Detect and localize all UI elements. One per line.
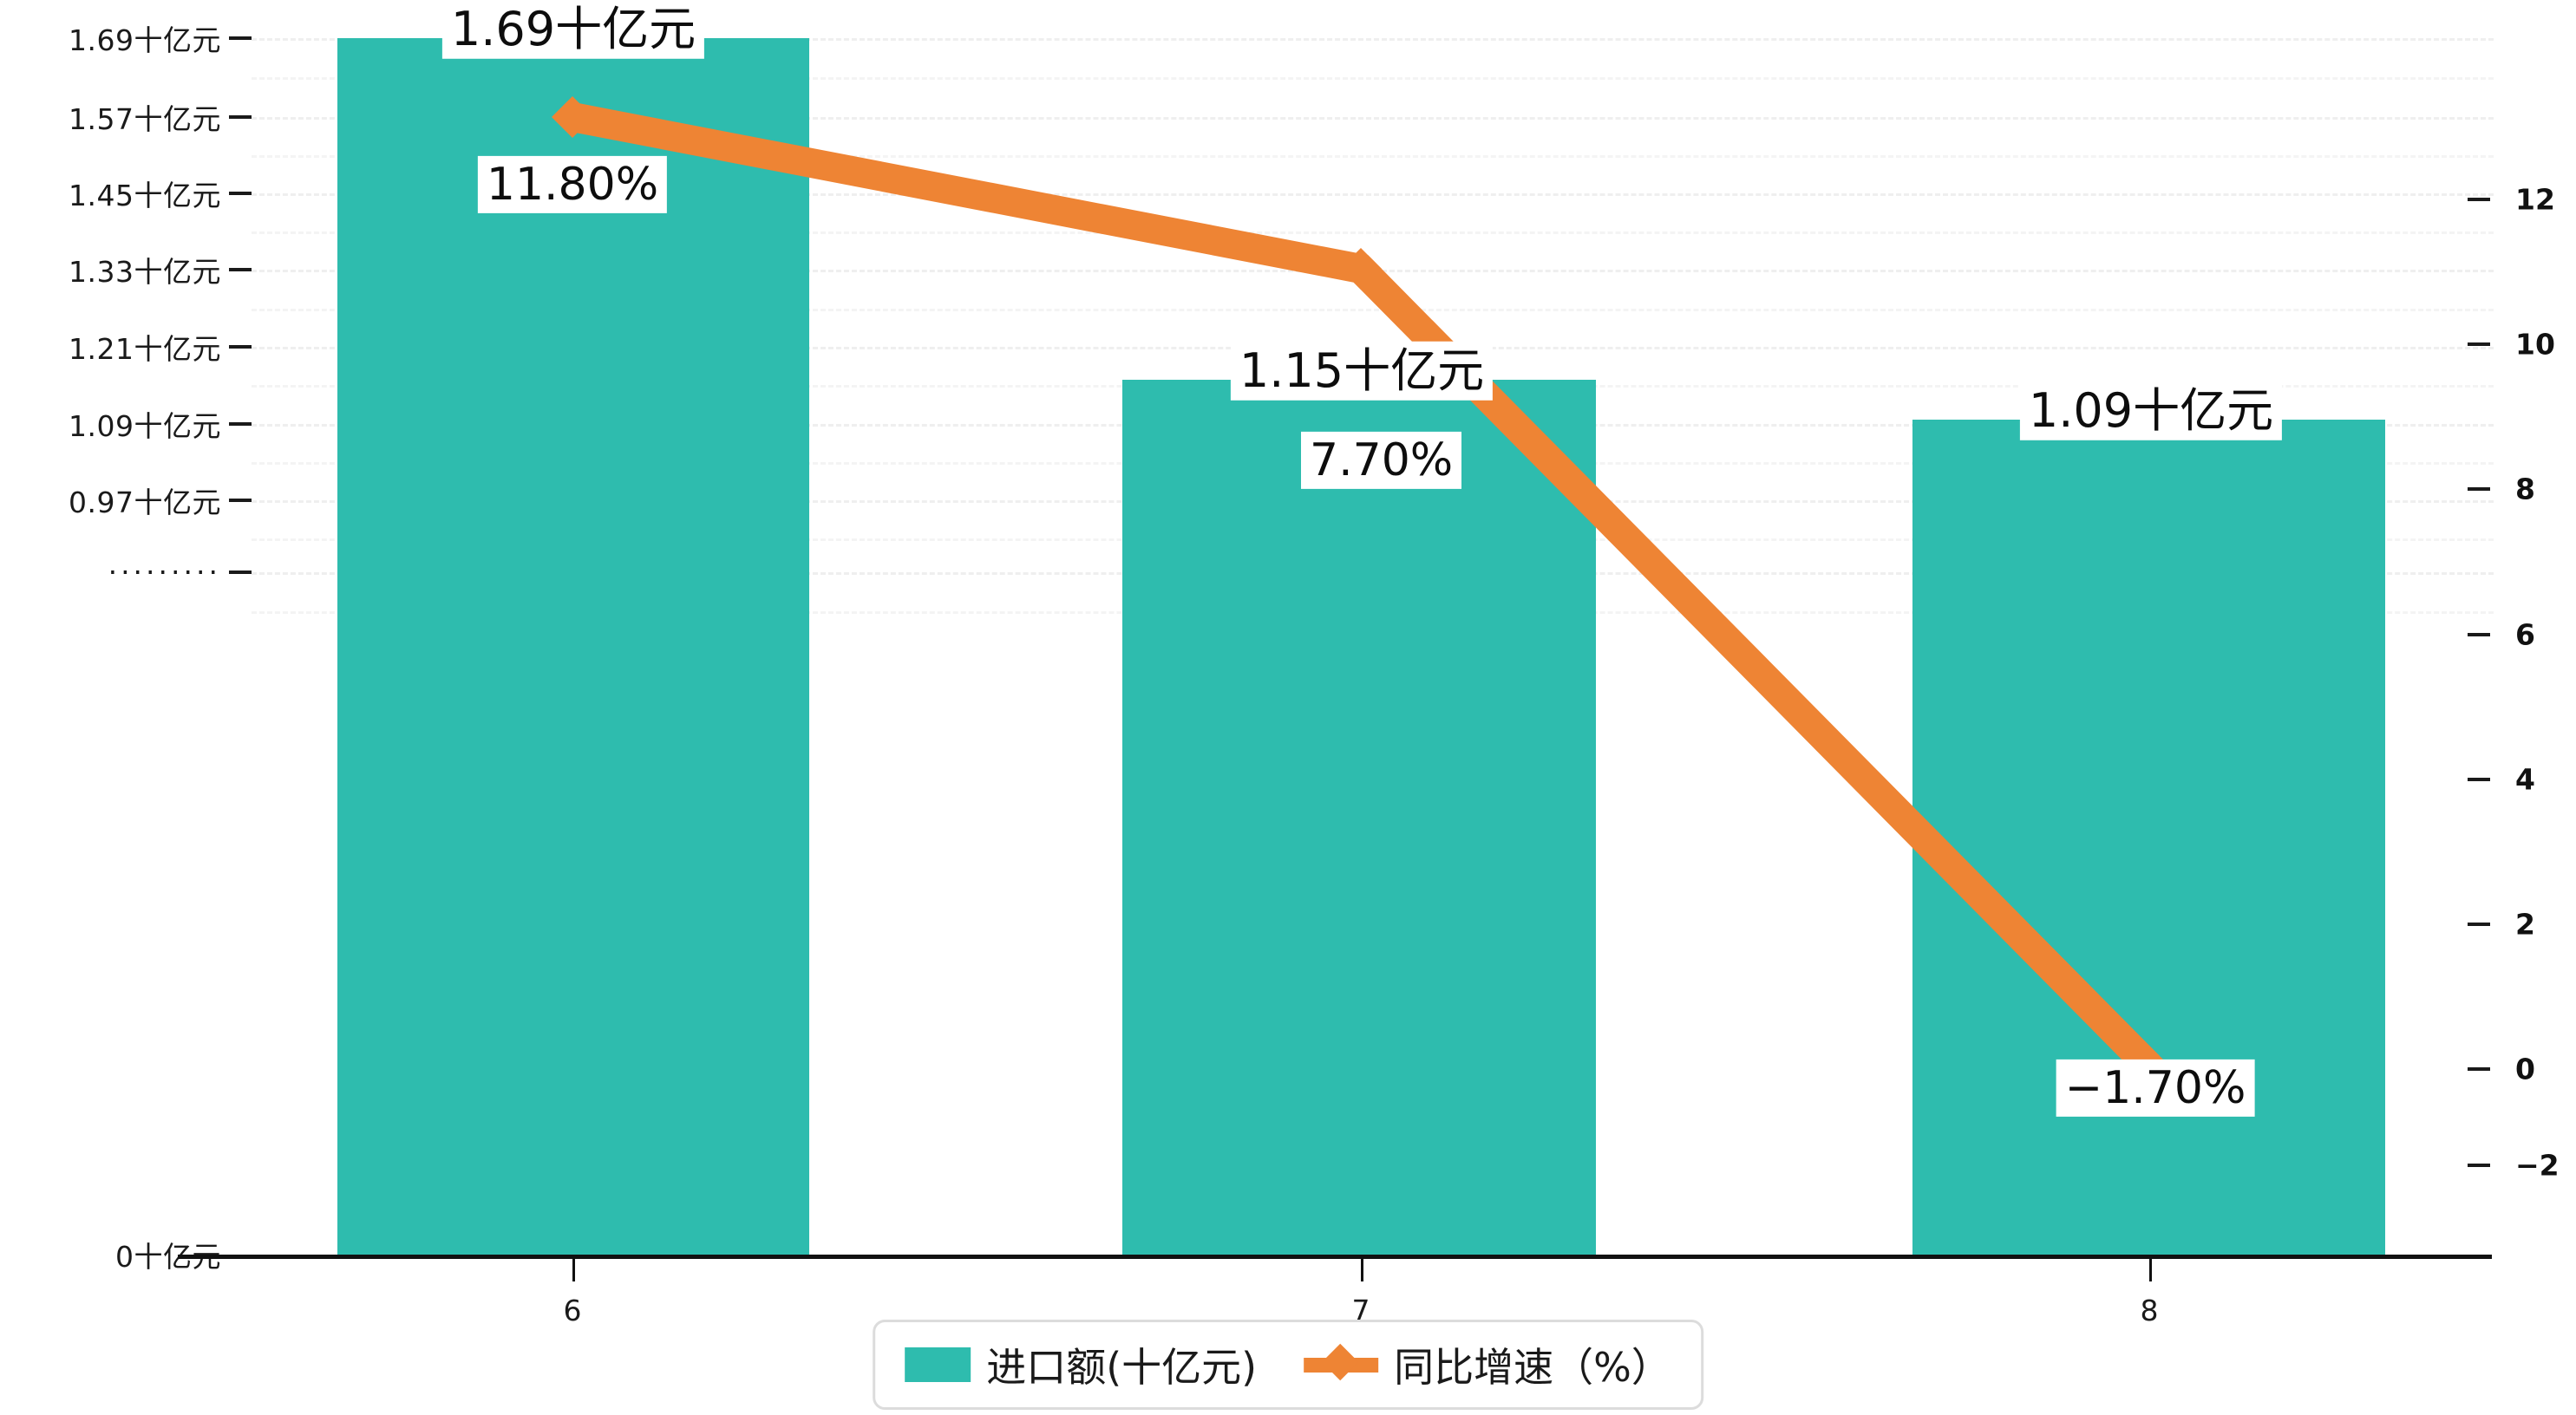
y-axis-right-label: 12 (2515, 182, 2555, 217)
y-axis-right-label: 8 (2515, 472, 2535, 506)
y-axis-left-label: 1.33十亿元 (69, 255, 221, 289)
y-axis-left-label: 0.97十亿元 (69, 486, 221, 519)
y-tick-right (2468, 923, 2490, 926)
y-axis-right-label: 4 (2515, 762, 2535, 797)
y-tick-right (2468, 1164, 2490, 1167)
legend-line-diamond-icon (1304, 1347, 1379, 1382)
y-axis-left-label: 1.57十亿元 (69, 102, 221, 136)
growth-value-label-6: 11.80% (477, 155, 668, 214)
y-tick-right (2468, 342, 2490, 346)
y-tick-left (229, 192, 252, 195)
bar-value-label-6: 1.69十亿元 (441, 0, 705, 60)
legend-item-import-value[interactable]: 进口额(十亿元) (905, 1336, 1257, 1393)
legend-label-growth-rate: 同比增速（%） (1394, 1344, 1671, 1391)
y-tick-left (229, 268, 252, 271)
growth-value-label-7: 7.70% (1301, 431, 1462, 490)
chart-legend: 进口额(十亿元) 同比增速（%） (873, 1320, 1703, 1410)
gridline-minor (252, 77, 2494, 80)
y-tick-right (2468, 633, 2490, 636)
y-axis-left-label: 1.45十亿元 (69, 179, 221, 212)
bar-value-label-7: 1.15十亿元 (1230, 341, 1494, 401)
y-axis-right-label: 2 (2515, 907, 2535, 942)
growth-value-label-8: −1.70% (2056, 1059, 2255, 1118)
legend-square-icon (905, 1347, 971, 1382)
y-axis-break-marker: ········· (108, 555, 221, 590)
legend-item-growth-rate[interactable]: 同比增速（%） (1304, 1336, 1671, 1393)
y-tick-right (2468, 1067, 2490, 1071)
y-tick-left (229, 36, 252, 40)
y-axis-right-label: 6 (2515, 617, 2535, 652)
x-axis-spine (178, 1255, 2492, 1259)
y-tick-left (229, 115, 252, 119)
bar-value-label-8: 1.09十亿元 (2019, 381, 2283, 441)
y-tick-left (229, 499, 252, 502)
x-axis-label-6: 6 (563, 1294, 582, 1327)
x-tick (1361, 1259, 1363, 1281)
x-tick (572, 1259, 575, 1281)
y-axis-right-label: 0 (2515, 1052, 2535, 1086)
x-axis-label-8: 8 (2140, 1294, 2159, 1327)
gridline-major (252, 38, 2494, 41)
y-tick-left (229, 345, 252, 349)
x-axis-label-7: 7 (1351, 1294, 1370, 1327)
y-axis-right-label: −2 (2515, 1148, 2560, 1183)
y-axis-left-label: 1.09十亿元 (69, 409, 221, 443)
y-axis-left-label: 1.69十亿元 (69, 23, 221, 57)
y-axis-left-label: 1.21十亿元 (69, 332, 221, 366)
y-tick-right (2468, 778, 2490, 781)
y-tick-right (2468, 487, 2490, 491)
y-tick-left (229, 571, 252, 574)
legend-label-import-value: 进口额(十亿元) (986, 1344, 1258, 1391)
y-tick-right (2468, 198, 2490, 201)
x-tick (2149, 1259, 2152, 1281)
y-tick-left (229, 422, 252, 426)
y-axis-right-label: 10 (2515, 327, 2555, 362)
